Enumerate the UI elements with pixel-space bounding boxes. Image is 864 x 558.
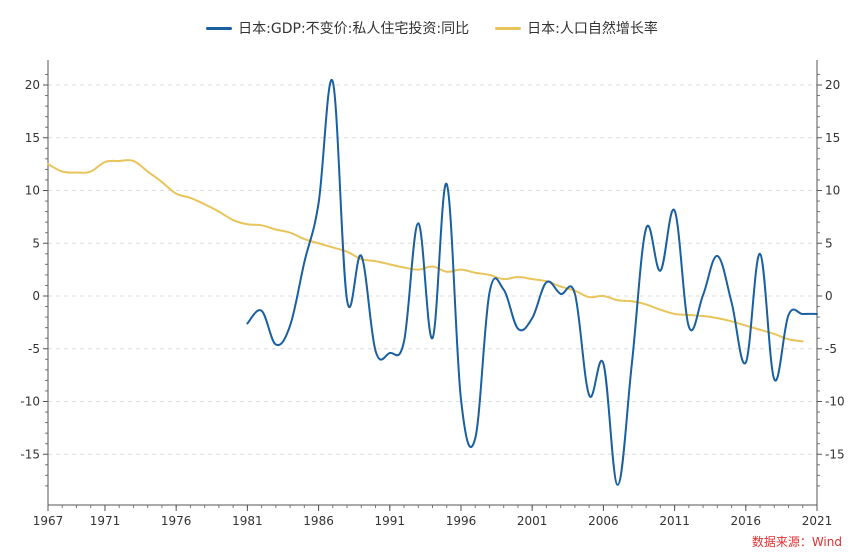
x-tick-label: 1981 — [232, 514, 263, 528]
series-lines — [47, 78, 818, 486]
legend-item-population-growth[interactable]: 日本:人口自然增长率 — [495, 18, 658, 38]
y-tick-label-right: -5 — [825, 342, 837, 356]
x-tick-label: 1976 — [161, 514, 192, 528]
x-tick-label: 1991 — [375, 514, 406, 528]
legend-swatch-housing — [206, 26, 233, 30]
x-tick-label: 1986 — [303, 514, 334, 528]
y-tick-label-right: 15 — [825, 131, 840, 145]
y-tick-label-left: 5 — [32, 236, 40, 250]
x-tick-label: 2006 — [588, 514, 619, 528]
y-tick-label-left: -5 — [28, 342, 40, 356]
x-tick-label: 2001 — [517, 514, 548, 528]
legend-item-housing-investment[interactable]: 日本:GDP:不变价:私人住宅投资:同比 — [206, 18, 469, 38]
y-tick-label-left: 10 — [25, 184, 40, 198]
y-tick-label-right: -10 — [825, 395, 845, 409]
x-tick-label: 1971 — [90, 514, 121, 528]
series-line-population-growth — [47, 159, 804, 343]
series-line-housing-investment — [246, 78, 818, 486]
legend-label-housing: 日本:GDP:不变价:私人住宅投资:同比 — [238, 21, 470, 37]
x-tick-label: 1967 — [33, 514, 64, 528]
y-tick-label-left: 0 — [32, 289, 40, 303]
y-tick-label-left: 20 — [25, 78, 40, 92]
x-tick-label: 2011 — [659, 514, 690, 528]
y-tick-label-right: 0 — [825, 289, 833, 303]
x-tick-label: 1996 — [446, 514, 477, 528]
legend-swatch-population — [495, 26, 522, 30]
y-tick-label-left: -10 — [20, 395, 40, 409]
x-tick-label: 2021 — [802, 514, 833, 528]
axes: 20 20 15 15 10 10 5 5 0 0 -5 -5 -10 -10 -15 -15 1967 1971… — [20, 60, 845, 528]
legend-label-population: 日本:人口自然增长率 — [527, 21, 658, 37]
y-tick-label-left: 15 — [25, 131, 40, 145]
y-tick-label-left: -15 — [20, 447, 40, 461]
data-source-note: 数据来源：Wind — [751, 535, 842, 549]
x-tick-label: 2016 — [731, 514, 762, 528]
chart-legend: 日本:GDP:不变价:私人住宅投资:同比 日本:人口自然增长率 — [0, 18, 864, 38]
grid-lines — [48, 84, 817, 455]
y-tick-label-right: -15 — [825, 447, 845, 461]
y-tick-label-right: 10 — [825, 184, 840, 198]
y-tick-label-right: 20 — [825, 78, 840, 92]
y-tick-label-right: 5 — [825, 236, 833, 250]
